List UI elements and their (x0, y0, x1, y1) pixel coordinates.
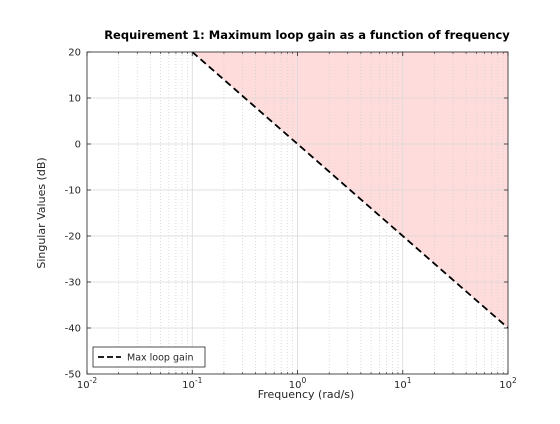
y-axis-label: Singular Values (dB) (35, 157, 48, 268)
x-tick-label: 100 (289, 376, 307, 391)
y-tick-label: 20 (68, 48, 81, 59)
y-tick-label: -50 (65, 370, 81, 381)
series-line (191, 51, 509, 329)
y-tick-label: -40 (65, 324, 81, 335)
legend-label: Max loop gain (127, 353, 194, 364)
x-tick-label: 101 (394, 376, 412, 391)
y-tick-label: 10 (68, 94, 81, 105)
y-tick-label: 0 (75, 140, 81, 151)
chart-title: Requirement 1: Maximum loop gain as a fu… (104, 28, 510, 42)
legend-box (92, 346, 206, 368)
y-tick-label: -10 (65, 186, 81, 197)
x-tick-label: 102 (499, 376, 517, 391)
x-tick-label: 10-2 (77, 376, 97, 391)
x-tick-label: 10-1 (182, 376, 202, 391)
x-axis-label: Frequency (rad/s) (258, 388, 355, 401)
legend: Max loop gain (92, 346, 206, 368)
y-tick-label: -20 (65, 232, 81, 243)
plot-area: 10-2 10-1 100 101 10220100-10-20-30-40-50Max… (65, 48, 517, 392)
y-tick-label: -30 (65, 278, 81, 289)
